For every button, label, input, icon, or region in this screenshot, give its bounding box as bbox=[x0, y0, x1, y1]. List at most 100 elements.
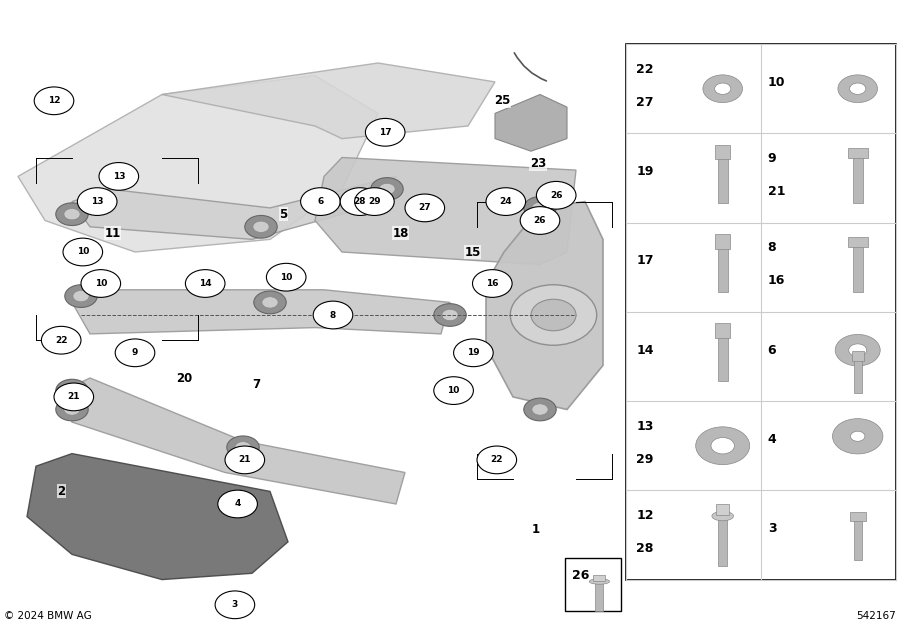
Circle shape bbox=[301, 188, 340, 215]
Circle shape bbox=[64, 404, 80, 415]
FancyBboxPatch shape bbox=[852, 242, 863, 292]
Text: 20: 20 bbox=[176, 372, 193, 384]
Text: 10: 10 bbox=[76, 248, 89, 256]
Text: 14: 14 bbox=[199, 279, 212, 288]
FancyBboxPatch shape bbox=[593, 575, 606, 581]
Text: 24: 24 bbox=[500, 197, 512, 206]
Text: 12: 12 bbox=[636, 509, 653, 522]
Text: 26: 26 bbox=[572, 569, 590, 582]
Text: 25: 25 bbox=[494, 94, 510, 107]
Circle shape bbox=[442, 309, 458, 321]
Circle shape bbox=[454, 339, 493, 367]
Text: 4: 4 bbox=[768, 433, 777, 446]
FancyBboxPatch shape bbox=[717, 331, 728, 382]
Circle shape bbox=[365, 118, 405, 146]
Text: 27: 27 bbox=[418, 203, 431, 212]
Text: 28: 28 bbox=[354, 197, 366, 206]
Circle shape bbox=[340, 188, 380, 215]
Text: 13: 13 bbox=[636, 420, 653, 433]
Circle shape bbox=[253, 221, 269, 232]
Circle shape bbox=[41, 326, 81, 354]
Polygon shape bbox=[18, 76, 378, 252]
Circle shape bbox=[524, 398, 556, 421]
Text: 2: 2 bbox=[57, 485, 66, 498]
Circle shape bbox=[510, 285, 597, 345]
Circle shape bbox=[715, 83, 731, 94]
Circle shape bbox=[832, 418, 883, 454]
Circle shape bbox=[115, 339, 155, 367]
Polygon shape bbox=[27, 454, 288, 580]
Circle shape bbox=[531, 299, 576, 331]
Circle shape bbox=[434, 304, 466, 326]
Circle shape bbox=[405, 194, 445, 222]
Circle shape bbox=[64, 209, 80, 220]
Circle shape bbox=[486, 188, 526, 215]
Text: 27: 27 bbox=[636, 96, 653, 108]
Polygon shape bbox=[486, 202, 603, 410]
Text: 13: 13 bbox=[91, 197, 104, 206]
FancyBboxPatch shape bbox=[717, 242, 728, 292]
FancyBboxPatch shape bbox=[852, 152, 863, 203]
Circle shape bbox=[185, 270, 225, 297]
Text: 23: 23 bbox=[530, 158, 546, 170]
Text: 28: 28 bbox=[636, 542, 653, 555]
Circle shape bbox=[34, 87, 74, 115]
Text: 22: 22 bbox=[491, 455, 503, 464]
Circle shape bbox=[434, 377, 473, 404]
Circle shape bbox=[254, 291, 286, 314]
Text: 17: 17 bbox=[636, 255, 653, 267]
Polygon shape bbox=[63, 378, 405, 504]
Circle shape bbox=[472, 270, 512, 297]
Circle shape bbox=[520, 207, 560, 234]
FancyBboxPatch shape bbox=[626, 44, 896, 580]
FancyBboxPatch shape bbox=[718, 516, 727, 566]
Polygon shape bbox=[72, 176, 396, 239]
Polygon shape bbox=[315, 158, 576, 265]
Circle shape bbox=[245, 215, 277, 238]
Circle shape bbox=[56, 379, 88, 402]
Text: 12: 12 bbox=[48, 96, 60, 105]
Text: 9: 9 bbox=[768, 152, 777, 165]
Circle shape bbox=[536, 181, 576, 209]
FancyBboxPatch shape bbox=[853, 357, 862, 393]
Text: 9: 9 bbox=[131, 348, 139, 357]
Text: © 2024 BMW AG: © 2024 BMW AG bbox=[4, 610, 92, 621]
Polygon shape bbox=[72, 290, 450, 334]
Text: 22: 22 bbox=[636, 62, 653, 76]
FancyBboxPatch shape bbox=[850, 512, 866, 521]
Circle shape bbox=[838, 75, 878, 103]
Circle shape bbox=[218, 490, 257, 518]
Text: 22: 22 bbox=[55, 336, 68, 345]
Ellipse shape bbox=[712, 512, 733, 521]
Ellipse shape bbox=[590, 579, 609, 584]
Text: 6: 6 bbox=[768, 344, 777, 357]
Polygon shape bbox=[162, 63, 495, 139]
Circle shape bbox=[227, 436, 259, 459]
Text: 26: 26 bbox=[534, 216, 546, 225]
FancyBboxPatch shape bbox=[565, 558, 621, 611]
FancyBboxPatch shape bbox=[716, 323, 730, 338]
Circle shape bbox=[532, 404, 548, 415]
Text: 3: 3 bbox=[768, 522, 777, 535]
Text: 6: 6 bbox=[318, 197, 323, 206]
FancyBboxPatch shape bbox=[716, 145, 730, 159]
FancyBboxPatch shape bbox=[848, 148, 868, 158]
Text: 13: 13 bbox=[112, 172, 125, 181]
Circle shape bbox=[850, 431, 865, 441]
Circle shape bbox=[81, 270, 121, 297]
Text: 3: 3 bbox=[232, 600, 238, 609]
Circle shape bbox=[99, 163, 139, 190]
Circle shape bbox=[262, 297, 278, 308]
FancyBboxPatch shape bbox=[848, 238, 868, 248]
Circle shape bbox=[711, 437, 734, 454]
Text: 21: 21 bbox=[768, 185, 785, 198]
Circle shape bbox=[835, 335, 880, 366]
Text: 16: 16 bbox=[486, 279, 499, 288]
Text: 29: 29 bbox=[368, 197, 381, 206]
Circle shape bbox=[64, 385, 80, 396]
Text: 1: 1 bbox=[531, 523, 540, 536]
Circle shape bbox=[63, 238, 103, 266]
Text: 10: 10 bbox=[447, 386, 460, 395]
Text: 5: 5 bbox=[279, 208, 288, 220]
Circle shape bbox=[477, 446, 517, 474]
